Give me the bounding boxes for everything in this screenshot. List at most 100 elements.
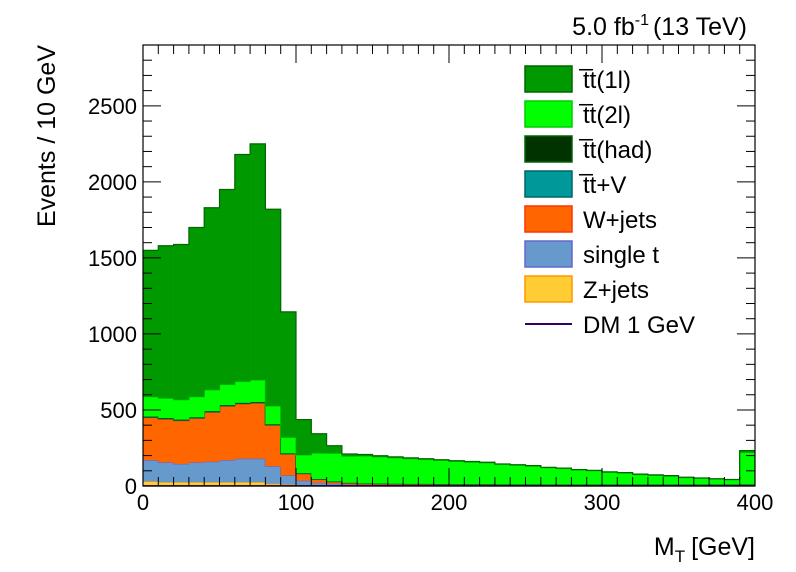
- bar-tt-2l-100: [296, 454, 312, 474]
- bar-tt-2l-260: [540, 467, 557, 485]
- energy-label: (13 TeV): [653, 13, 747, 41]
- y-tick-label-0: 0: [125, 474, 137, 499]
- y-tick-label-1000: 1000: [88, 322, 137, 347]
- bar-w-jets-40: [204, 412, 220, 462]
- bar-tt-2l-110: [311, 453, 327, 480]
- y-tick-label-2000: 2000: [88, 170, 137, 195]
- bar-tt-2l-390: [739, 452, 756, 485]
- bar-w-jets-70: [250, 403, 266, 459]
- bar-single-t-120: [326, 483, 343, 486]
- bar-tt-2l-150: [372, 456, 389, 484]
- bar-tt-2l-120: [326, 453, 343, 482]
- legend-item-dm-1-gev: DM 1 GeV: [525, 312, 695, 339]
- bar-w-jets-30: [188, 418, 205, 463]
- bar-tt-2l-370: [709, 479, 725, 485]
- x-axis-title-main: M: [654, 533, 675, 561]
- bar-tt-2l-0: [143, 396, 159, 417]
- legend-item-tt-1l: t̅t(1l): [524, 65, 631, 94]
- legend-item-tt-had: t̅t(had): [524, 135, 652, 164]
- legend-swatch-tt-2l: [524, 100, 573, 128]
- bar-z-jets-20: [173, 482, 190, 486]
- x-tick-label-200: 200: [431, 490, 468, 515]
- lumi-value: 5.0 fb: [572, 13, 635, 41]
- bar-tt-2l-70: [250, 380, 266, 403]
- bar-tt-2l-40: [204, 389, 220, 412]
- x-tick-label-100: 100: [278, 490, 315, 515]
- axis-ticks: [142, 44, 756, 487]
- bar-w-jets-60: [234, 403, 251, 459]
- legend-item-z-jets: Z+jets: [524, 275, 649, 304]
- legend-item-tt-v: t̅t+V: [524, 170, 626, 199]
- bar-z-jets-70: [250, 482, 266, 486]
- legend-label-w-jets: W+jets: [583, 207, 657, 234]
- bar-tt-1l-140: [357, 454, 373, 457]
- bar-tt-1l-90: [280, 311, 297, 438]
- bar-tt-2l-300: [602, 472, 618, 485]
- legend-swatch-single-t: [524, 240, 573, 268]
- y-tick-label-2500: 2500: [88, 94, 137, 119]
- legend-label-tt-v: t̅t+V: [579, 172, 626, 199]
- bar-single-t-90: [280, 475, 297, 485]
- legend-swatch-tt-v: [524, 170, 573, 198]
- bar-tt-2l-50: [219, 384, 236, 406]
- histogram-bars: [143, 143, 756, 487]
- bar-tt-2l-200: [449, 461, 465, 485]
- bar-tt-1l-30: [188, 227, 205, 397]
- legend-item-single-t: single t: [524, 240, 659, 269]
- bar-tt-2l-130: [341, 456, 358, 483]
- bar-tt-1l-100: [296, 419, 312, 455]
- bar-tt-1l-150: [372, 455, 389, 457]
- edge-tt-1l: [143, 143, 755, 481]
- bar-tt-2l-380: [724, 479, 740, 485]
- legend-label-tt-2l: t̅t(2l): [579, 102, 631, 129]
- bar-tt-2l-350: [678, 477, 695, 485]
- bar-tt-2l-140: [357, 456, 373, 484]
- bar-w-jets-90: [280, 454, 297, 476]
- bar-tt-2l-160: [387, 457, 404, 484]
- bar-tt-1l-390: [739, 450, 756, 453]
- bar-tt-1l-20: [173, 244, 190, 400]
- bar-z-jets-40: [204, 482, 220, 486]
- bar-single-t-40: [204, 461, 220, 483]
- legend-swatch-tt-1l: [524, 65, 573, 93]
- bar-single-t-110: [311, 482, 327, 486]
- bar-z-jets-50: [219, 482, 236, 486]
- bar-w-jets-0: [143, 417, 159, 461]
- bar-tt-1l-120: [326, 445, 343, 454]
- bar-tt-1l-60: [234, 154, 251, 382]
- x-axis-title-sub: T: [675, 547, 685, 566]
- bar-w-jets-80: [265, 425, 281, 467]
- bar-tt-1l-40: [204, 207, 220, 390]
- bar-tt-1l-50: [219, 189, 236, 385]
- bar-tt-2l-60: [234, 381, 251, 403]
- bar-tt-2l-20: [173, 399, 190, 420]
- bar-single-t-20: [173, 463, 190, 483]
- x-axis-title-unit: [GeV]: [691, 533, 755, 561]
- y-axis-title: Events / 10 GeV: [33, 45, 61, 227]
- bar-tt-2l-280: [571, 470, 587, 485]
- bar-w-jets-130: [341, 483, 358, 485]
- bar-single-t-100: [296, 480, 312, 486]
- bar-tt-1l-110: [311, 433, 327, 454]
- legend: t̅t(1l) t̅t(2l) t̅t(had) t̅t+V W+jets single …: [524, 65, 695, 339]
- bar-single-t-60: [234, 458, 251, 483]
- legend-item-w-jets: W+jets: [524, 205, 657, 234]
- bar-single-t-70: [250, 458, 266, 483]
- legend-label-z-jets: Z+jets: [583, 277, 649, 304]
- bar-z-jets-60: [234, 482, 251, 486]
- x-tick-label-400: 400: [737, 490, 774, 515]
- bar-tt-2l-330: [647, 475, 664, 485]
- axis-tick-labels: 0 100 200 300 400 0 500 1000 1500 2000 2500: [88, 94, 773, 515]
- bar-w-jets-50: [219, 406, 236, 461]
- bar-tt-2l-240: [510, 465, 526, 485]
- legend-label-dm-1-gev: DM 1 GeV: [583, 312, 695, 339]
- bar-tt-2l-230: [494, 464, 511, 485]
- bar-w-jets-10: [158, 419, 174, 463]
- bar-tt-2l-220: [479, 462, 496, 485]
- bar-w-jets-110: [311, 479, 327, 483]
- bar-w-jets-20: [173, 420, 190, 464]
- legend-swatch-tt-had: [524, 135, 573, 163]
- legend-item-tt-2l: t̅t(2l): [524, 100, 631, 129]
- bar-tt-1l-80: [265, 209, 281, 407]
